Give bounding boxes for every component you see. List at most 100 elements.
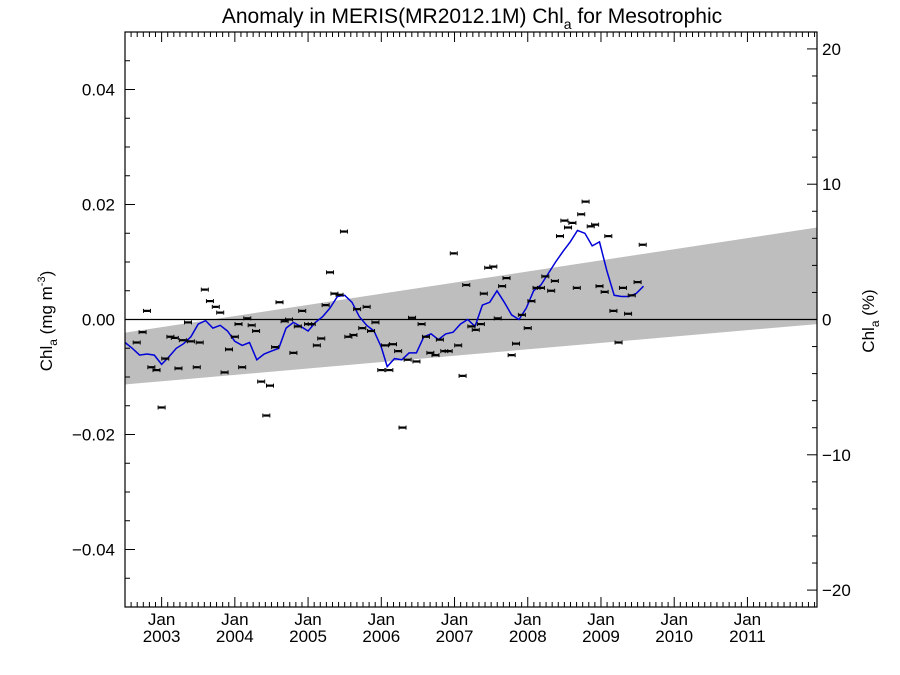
anomaly-point xyxy=(564,225,573,230)
anomaly-point xyxy=(547,288,556,293)
x-tick-year: 2006 xyxy=(362,627,400,646)
anomaly-point xyxy=(536,285,545,290)
x-tick-month: Jan xyxy=(734,610,761,629)
anomaly-point xyxy=(174,366,183,371)
anomaly-point xyxy=(142,308,151,313)
chart-title: Anomaly in MERIS(MR2012.1M) Chla for Mes… xyxy=(222,5,722,32)
anomaly-point xyxy=(614,340,623,345)
anomaly-point xyxy=(385,368,394,373)
monthly-anomaly-points xyxy=(132,199,647,430)
anomaly-point xyxy=(312,343,321,348)
anomaly-point xyxy=(624,311,633,316)
anomaly-point xyxy=(170,335,179,340)
anomaly-point xyxy=(595,284,604,289)
anomaly-point xyxy=(211,304,220,309)
anomaly-point xyxy=(307,322,316,327)
anomaly-point xyxy=(243,316,252,321)
anomaly-point xyxy=(591,222,600,227)
anomaly-point xyxy=(216,310,225,315)
anomaly-point xyxy=(435,337,444,342)
x-tick-month: Jan xyxy=(441,610,468,629)
anomaly-point xyxy=(321,303,330,308)
anomaly-point xyxy=(224,347,233,352)
anomaly-point xyxy=(367,329,376,333)
anomaly-point xyxy=(577,212,586,217)
anomaly-point xyxy=(421,334,430,339)
smoothed-line-path xyxy=(124,229,645,369)
x-tick-month: Jan xyxy=(660,610,687,629)
anomaly-point xyxy=(555,234,564,239)
anomaly-point xyxy=(398,425,407,430)
anomaly-point xyxy=(186,339,195,344)
anomaly-point xyxy=(371,320,380,325)
anomaly-point xyxy=(471,327,480,332)
anomaly-point xyxy=(408,315,417,320)
anomaly-point xyxy=(339,229,348,234)
anomaly-point xyxy=(377,368,386,373)
x-tick-year: 2005 xyxy=(289,627,327,646)
anomaly-point xyxy=(238,365,247,370)
x-tick-month: Jan xyxy=(148,610,175,629)
anomaly-point xyxy=(234,322,243,327)
anomaly-point xyxy=(541,274,550,279)
anomaly-point xyxy=(498,284,507,289)
anomaly-point xyxy=(257,379,266,384)
anomaly-point xyxy=(157,405,166,410)
smoothed-anomaly-line xyxy=(124,229,645,369)
x-tick-year: 2011 xyxy=(729,627,766,646)
right-tick-label: 20 xyxy=(822,40,841,59)
right-tick-label: 0 xyxy=(822,311,831,330)
anomaly-point xyxy=(638,242,647,247)
anomaly-point xyxy=(161,356,170,361)
x-tick-month: Jan xyxy=(368,610,395,629)
anomaly-point xyxy=(192,365,201,370)
anomaly-point xyxy=(335,292,344,297)
anomaly-point xyxy=(358,326,367,331)
anomaly-point xyxy=(380,343,389,348)
anomaly-point xyxy=(275,300,284,305)
x-tick-year: 2010 xyxy=(655,627,693,646)
anomaly-point xyxy=(195,340,204,345)
anomaly-point xyxy=(389,342,398,347)
anomaly-point xyxy=(205,299,214,304)
right-tick-label: −10 xyxy=(822,446,851,465)
anomaly-point xyxy=(220,370,229,375)
anomaly-point xyxy=(462,283,471,287)
anomaly-point xyxy=(600,289,609,294)
x-tick-year: 2009 xyxy=(582,627,620,646)
anomaly-point xyxy=(298,308,307,313)
anomaly-point xyxy=(568,220,577,225)
x-tick-year: 2003 xyxy=(143,627,181,646)
anomaly-point xyxy=(454,343,463,348)
anomaly-point xyxy=(353,307,362,312)
anomaly-point xyxy=(449,251,458,256)
anomaly-point xyxy=(265,383,274,388)
trend-band xyxy=(125,227,817,385)
anomaly-point xyxy=(271,345,280,350)
anomaly-point xyxy=(517,312,526,317)
anomaly-point xyxy=(293,324,302,329)
anomaly-point xyxy=(152,368,161,373)
right-tick-label: −20 xyxy=(822,581,851,600)
anomaly-point xyxy=(289,350,298,355)
anomaly-point xyxy=(362,304,371,309)
anomaly-point xyxy=(627,293,636,298)
left-tick-label: −0.02 xyxy=(72,426,115,445)
x-tick-month: Jan xyxy=(294,610,321,629)
anomaly-point xyxy=(132,340,141,345)
anomaly-point xyxy=(317,336,326,341)
anomaly-point xyxy=(618,285,627,290)
anomaly-point xyxy=(183,320,192,325)
right-axis-title: Chla (%) xyxy=(859,289,882,352)
anomaly-point xyxy=(138,330,147,335)
anomaly-point xyxy=(604,234,613,239)
anomaly-point xyxy=(247,323,256,328)
anomaly-point xyxy=(527,299,536,304)
anomaly-point xyxy=(507,353,516,358)
left-tick-label: 0.02 xyxy=(82,196,115,215)
anomaly-point xyxy=(403,357,412,362)
anomaly-point xyxy=(444,349,453,354)
x-tick-year: 2007 xyxy=(436,627,474,646)
anomaly-point xyxy=(431,353,440,358)
